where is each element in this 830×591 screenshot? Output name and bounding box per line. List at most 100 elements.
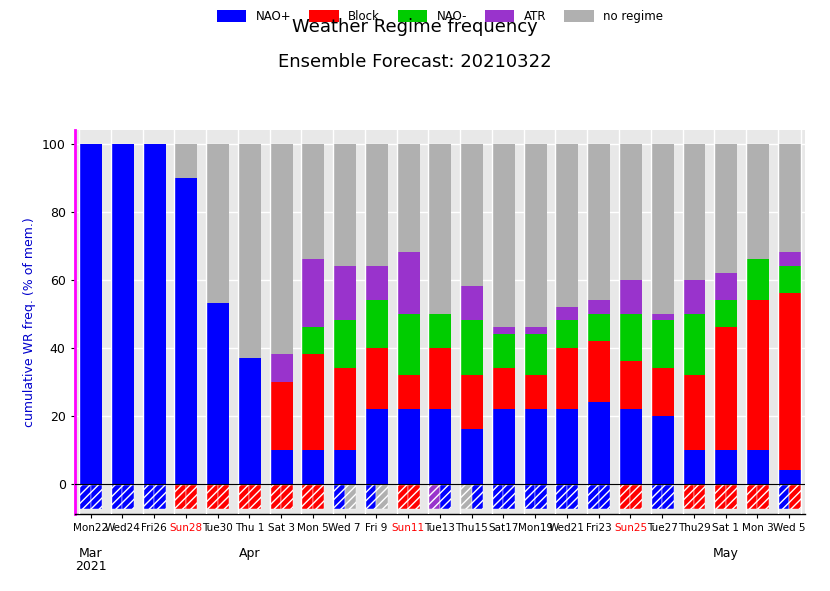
Bar (79, 144, 102, 483)
Bar (365, 266, 388, 300)
Bar (376, 485, 388, 509)
Bar (460, 287, 483, 320)
Bar (715, 327, 737, 450)
Bar (111, 144, 134, 483)
Bar (333, 144, 356, 266)
Bar (651, 144, 674, 314)
Bar (397, 144, 420, 252)
Legend: NAO+, Block, NAO-, ATR, no regime: NAO+, Block, NAO-, ATR, no regime (212, 5, 667, 28)
Bar (778, 293, 801, 470)
Bar (524, 144, 547, 327)
Bar (143, 144, 165, 483)
Bar (524, 485, 535, 509)
Bar (428, 485, 440, 509)
Bar (715, 300, 737, 327)
Bar (682, 375, 706, 450)
Text: Apr: Apr (238, 547, 260, 560)
Bar (333, 368, 356, 450)
Bar (79, 485, 90, 509)
Bar (397, 375, 420, 409)
Bar (555, 307, 579, 320)
Bar (313, 485, 325, 509)
Bar (206, 144, 229, 303)
Bar (492, 327, 515, 334)
Bar (333, 266, 356, 320)
Bar (174, 485, 186, 509)
Bar (174, 144, 198, 178)
Bar (662, 485, 674, 509)
Bar (460, 375, 483, 429)
Bar (715, 144, 737, 273)
Bar (301, 485, 313, 509)
Bar (249, 485, 261, 509)
Bar (682, 314, 706, 375)
Bar (238, 144, 261, 358)
Bar (555, 320, 579, 348)
Bar (270, 485, 281, 509)
Bar (90, 485, 102, 509)
Bar (408, 485, 420, 509)
Bar (631, 485, 642, 509)
Bar (619, 314, 642, 361)
Bar (535, 485, 547, 509)
Bar (715, 450, 737, 483)
Bar (365, 409, 388, 483)
Bar (619, 409, 642, 483)
Bar (397, 485, 408, 509)
Bar (588, 144, 610, 300)
Bar (492, 485, 504, 509)
Bar (365, 348, 388, 409)
Bar (333, 320, 356, 368)
Text: Ensemble Forecast: 20210322: Ensemble Forecast: 20210322 (278, 53, 552, 71)
Bar (619, 144, 642, 280)
Bar (588, 314, 610, 341)
Bar (567, 485, 579, 509)
Bar (651, 320, 674, 368)
Bar (460, 320, 483, 375)
Y-axis label: cumulative WR freq. (% of mem.): cumulative WR freq. (% of mem.) (23, 217, 37, 427)
Bar (471, 485, 483, 509)
Bar (682, 450, 706, 483)
Bar (365, 485, 376, 509)
Bar (725, 485, 737, 509)
Bar (143, 485, 154, 509)
Bar (524, 375, 547, 409)
Bar (555, 144, 579, 307)
Bar (651, 314, 674, 320)
Bar (524, 334, 547, 375)
Text: 2021: 2021 (75, 560, 106, 573)
Bar (154, 485, 165, 509)
Bar (460, 144, 483, 287)
Bar (333, 450, 356, 483)
Bar (122, 485, 134, 509)
Bar (365, 300, 388, 348)
Bar (344, 485, 356, 509)
Bar (746, 144, 769, 259)
Bar (217, 485, 229, 509)
Bar (206, 485, 217, 509)
Bar (651, 368, 674, 415)
Bar (333, 485, 344, 509)
Bar (301, 450, 325, 483)
Bar (588, 402, 610, 483)
Bar (619, 361, 642, 409)
Bar (555, 409, 579, 483)
Bar (746, 300, 769, 450)
Bar (238, 358, 261, 483)
Bar (778, 144, 801, 252)
Bar (555, 348, 579, 409)
Bar (301, 144, 325, 259)
Bar (682, 485, 694, 509)
Bar (397, 252, 420, 314)
Bar (778, 485, 789, 509)
Bar (301, 259, 325, 327)
Bar (588, 300, 610, 314)
Bar (746, 259, 769, 300)
Bar (301, 355, 325, 450)
Bar (440, 485, 452, 509)
Bar (778, 252, 801, 266)
Bar (651, 415, 674, 483)
Bar (460, 429, 483, 483)
Bar (492, 144, 515, 327)
Bar (555, 485, 567, 509)
